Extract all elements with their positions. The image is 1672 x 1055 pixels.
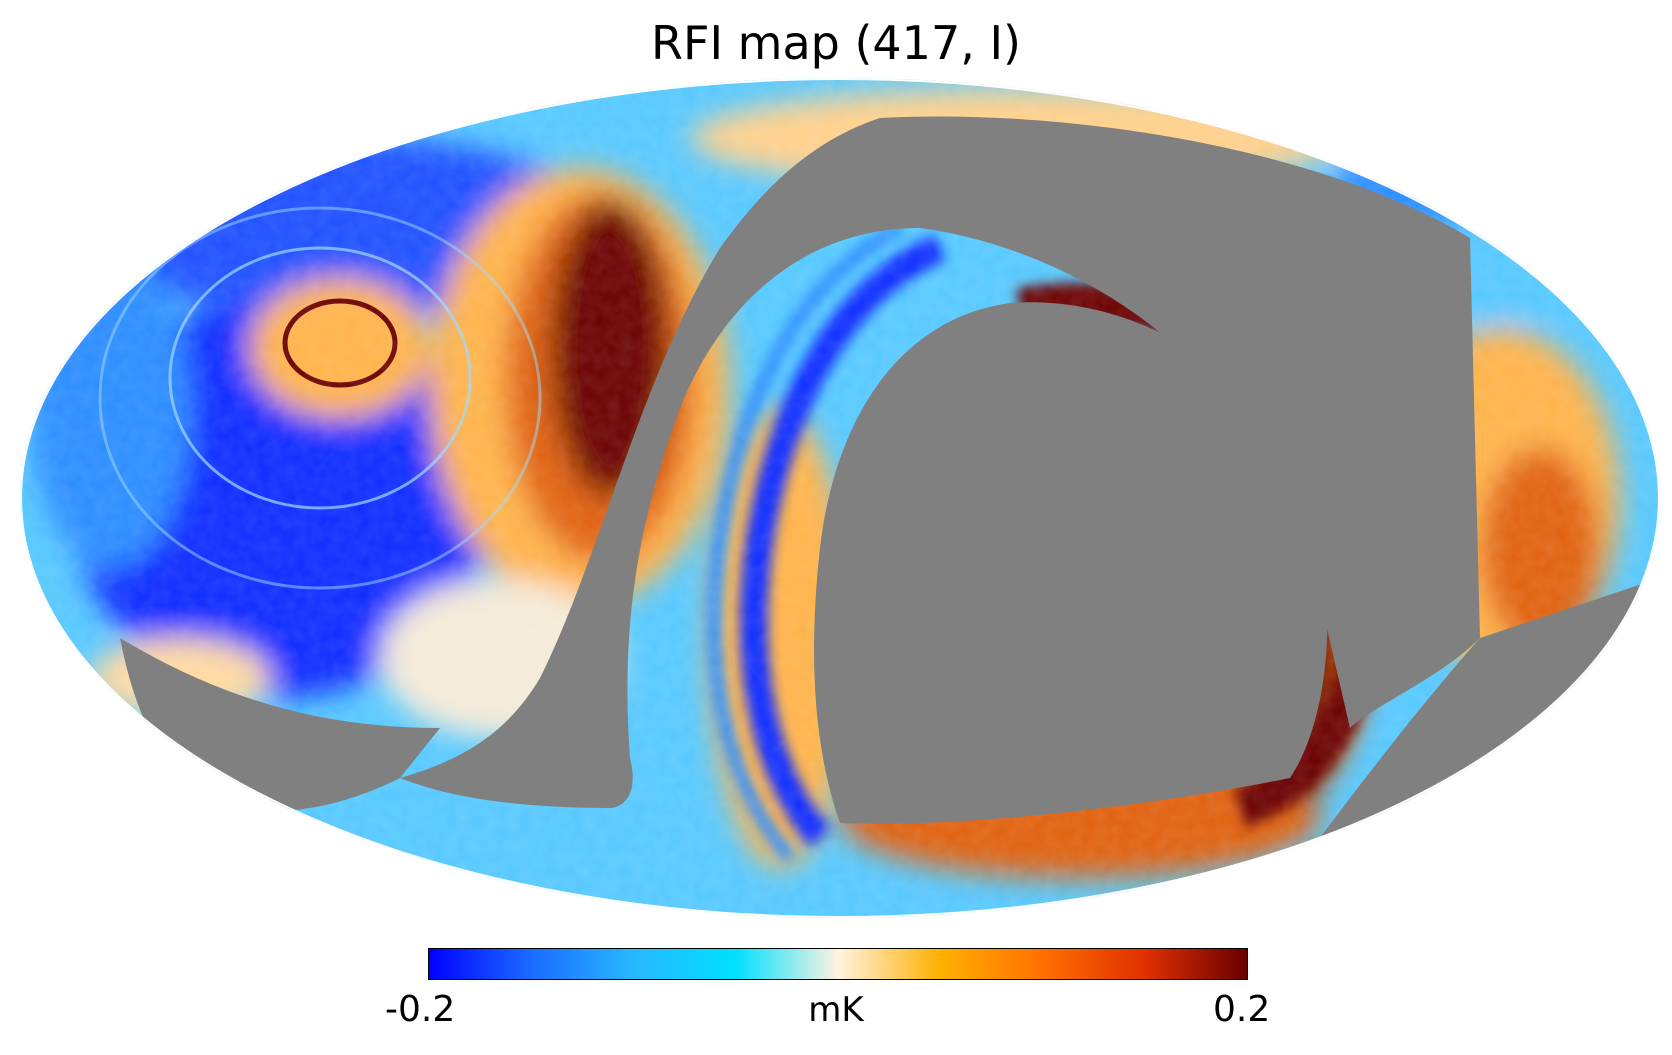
mollweide-sky-map xyxy=(20,78,1660,918)
masked-band xyxy=(400,116,1480,808)
colorbar-unit-label: mK xyxy=(808,990,864,1030)
colorbar-min-label: -0.2 xyxy=(385,989,456,1030)
colorbar xyxy=(428,948,1248,980)
masked-center xyxy=(814,302,1328,824)
colorbar-max-label: 0.2 xyxy=(1213,989,1271,1030)
map-title: RFI map (417, I) xyxy=(651,16,1021,70)
sky-pixels xyxy=(20,78,1660,918)
